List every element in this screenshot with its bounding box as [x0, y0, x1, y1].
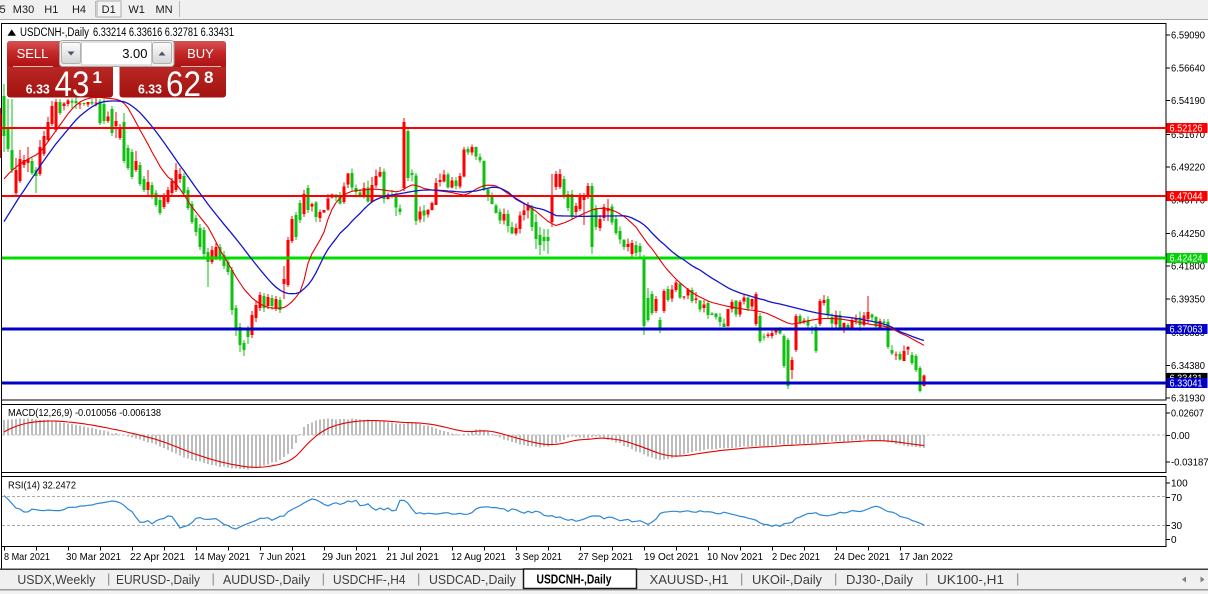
- svg-text:30 Mar 2021: 30 Mar 2021: [66, 551, 121, 563]
- svg-text:24 Dec 2021: 24 Dec 2021: [834, 551, 890, 563]
- svg-text:|: |: [1016, 571, 1019, 586]
- svg-text:12 Aug 2021: 12 Aug 2021: [451, 551, 506, 563]
- svg-text:H1: H1: [44, 4, 58, 16]
- svg-text:|: |: [107, 571, 110, 586]
- svg-text:100: 100: [1171, 479, 1188, 490]
- svg-text:3 Sep 2021: 3 Sep 2021: [515, 551, 562, 563]
- svg-text:6.59090: 6.59090: [1171, 31, 1205, 42]
- svg-text:29 Jun 2021: 29 Jun 2021: [322, 551, 377, 563]
- svg-text:0.02607: 0.02607: [1171, 409, 1204, 420]
- svg-text:6.37063: 6.37063: [1170, 325, 1203, 336]
- svg-text:6.33214 6.33616 6.32781 6.3343: 6.33214 6.33616 6.32781 6.33431: [93, 27, 234, 39]
- svg-text:6.42424: 6.42424: [1170, 254, 1203, 265]
- svg-text:19 Oct 2021: 19 Oct 2021: [644, 551, 699, 563]
- svg-text:5: 5: [0, 4, 6, 16]
- svg-text:USDCAD-,Daily: USDCAD-,Daily: [429, 572, 516, 587]
- svg-text:6.39350: 6.39350: [1171, 294, 1205, 305]
- svg-text:|: |: [740, 571, 743, 586]
- svg-text:D1: D1: [102, 4, 116, 16]
- svg-text:RSI(14) 32.2472: RSI(14) 32.2472: [8, 480, 76, 492]
- svg-text:M30: M30: [13, 4, 34, 16]
- svg-text:DJ30-,Daily: DJ30-,Daily: [846, 572, 913, 587]
- svg-text:H4: H4: [72, 4, 86, 16]
- svg-text:|: |: [322, 571, 325, 586]
- svg-text:|: |: [417, 571, 420, 586]
- svg-text:22 Apr 2021: 22 Apr 2021: [130, 551, 185, 563]
- svg-text:3.00: 3.00: [122, 46, 147, 61]
- svg-text:0: 0: [1171, 535, 1177, 546]
- svg-text:6.49220: 6.49220: [1171, 163, 1205, 174]
- svg-text:USDCNH-,Daily: USDCNH-,Daily: [20, 27, 89, 39]
- svg-text:MN: MN: [155, 4, 172, 16]
- svg-text:6.33: 6.33: [138, 82, 162, 97]
- svg-text:EURUSD-,Daily: EURUSD-,Daily: [116, 572, 200, 587]
- svg-text:6.52126: 6.52126: [1170, 124, 1203, 135]
- svg-text:30: 30: [1171, 521, 1183, 532]
- svg-text:|: |: [212, 571, 215, 586]
- svg-text:USDCHF-,H4: USDCHF-,H4: [333, 572, 406, 587]
- svg-text:BUY: BUY: [187, 46, 214, 61]
- svg-text:1: 1: [93, 68, 102, 87]
- svg-text:70: 70: [1171, 493, 1183, 504]
- svg-text:6.47044: 6.47044: [1170, 192, 1203, 203]
- svg-text:10 Nov 2021: 10 Nov 2021: [707, 551, 763, 563]
- svg-text:17 Jan 2022: 17 Jan 2022: [899, 551, 953, 563]
- svg-text:6.44250: 6.44250: [1171, 229, 1205, 240]
- svg-text:7 Jun 2021: 7 Jun 2021: [259, 551, 306, 563]
- svg-text:SELL: SELL: [17, 46, 49, 61]
- svg-text:27 Sep 2021: 27 Sep 2021: [578, 551, 633, 563]
- svg-text:62: 62: [166, 65, 201, 104]
- svg-text:6.41800: 6.41800: [1171, 262, 1205, 273]
- svg-text:8 Mar 2021: 8 Mar 2021: [4, 551, 50, 563]
- svg-text:AUDUSD-,Daily: AUDUSD-,Daily: [223, 572, 310, 587]
- svg-text:6.34380: 6.34380: [1171, 361, 1205, 372]
- svg-text:6.51670: 6.51670: [1171, 130, 1205, 141]
- svg-text:XAUUSD-,H1: XAUUSD-,H1: [650, 572, 729, 587]
- svg-text:21 Jul 2021: 21 Jul 2021: [386, 551, 439, 563]
- svg-text:UK100-,H1: UK100-,H1: [937, 572, 1004, 587]
- svg-text:|: |: [834, 571, 837, 586]
- svg-text:|: |: [925, 571, 928, 586]
- svg-text:USDCNH-,Daily: USDCNH-,Daily: [537, 573, 612, 587]
- svg-text:6.31930: 6.31930: [1171, 394, 1205, 405]
- svg-text:W1: W1: [128, 4, 145, 16]
- svg-text:USDX,Weekly: USDX,Weekly: [17, 572, 95, 587]
- svg-text:6.54190: 6.54190: [1171, 96, 1205, 107]
- svg-text:2 Dec 2021: 2 Dec 2021: [772, 551, 820, 563]
- svg-text:-0.03187: -0.03187: [1171, 458, 1208, 469]
- svg-text:MACD(12,26,9) -0.010056 -0.006: MACD(12,26,9) -0.010056 -0.006138: [8, 407, 161, 419]
- svg-text:UKOil-,Daily: UKOil-,Daily: [752, 572, 822, 587]
- svg-text:0.00: 0.00: [1171, 431, 1190, 442]
- svg-text:6.56640: 6.56640: [1171, 63, 1205, 74]
- svg-text:43: 43: [55, 65, 90, 104]
- svg-text:6.33041: 6.33041: [1170, 379, 1203, 390]
- svg-text:6.33: 6.33: [26, 82, 50, 97]
- svg-text:8: 8: [204, 68, 213, 87]
- svg-text:14 May 2021: 14 May 2021: [194, 551, 250, 563]
